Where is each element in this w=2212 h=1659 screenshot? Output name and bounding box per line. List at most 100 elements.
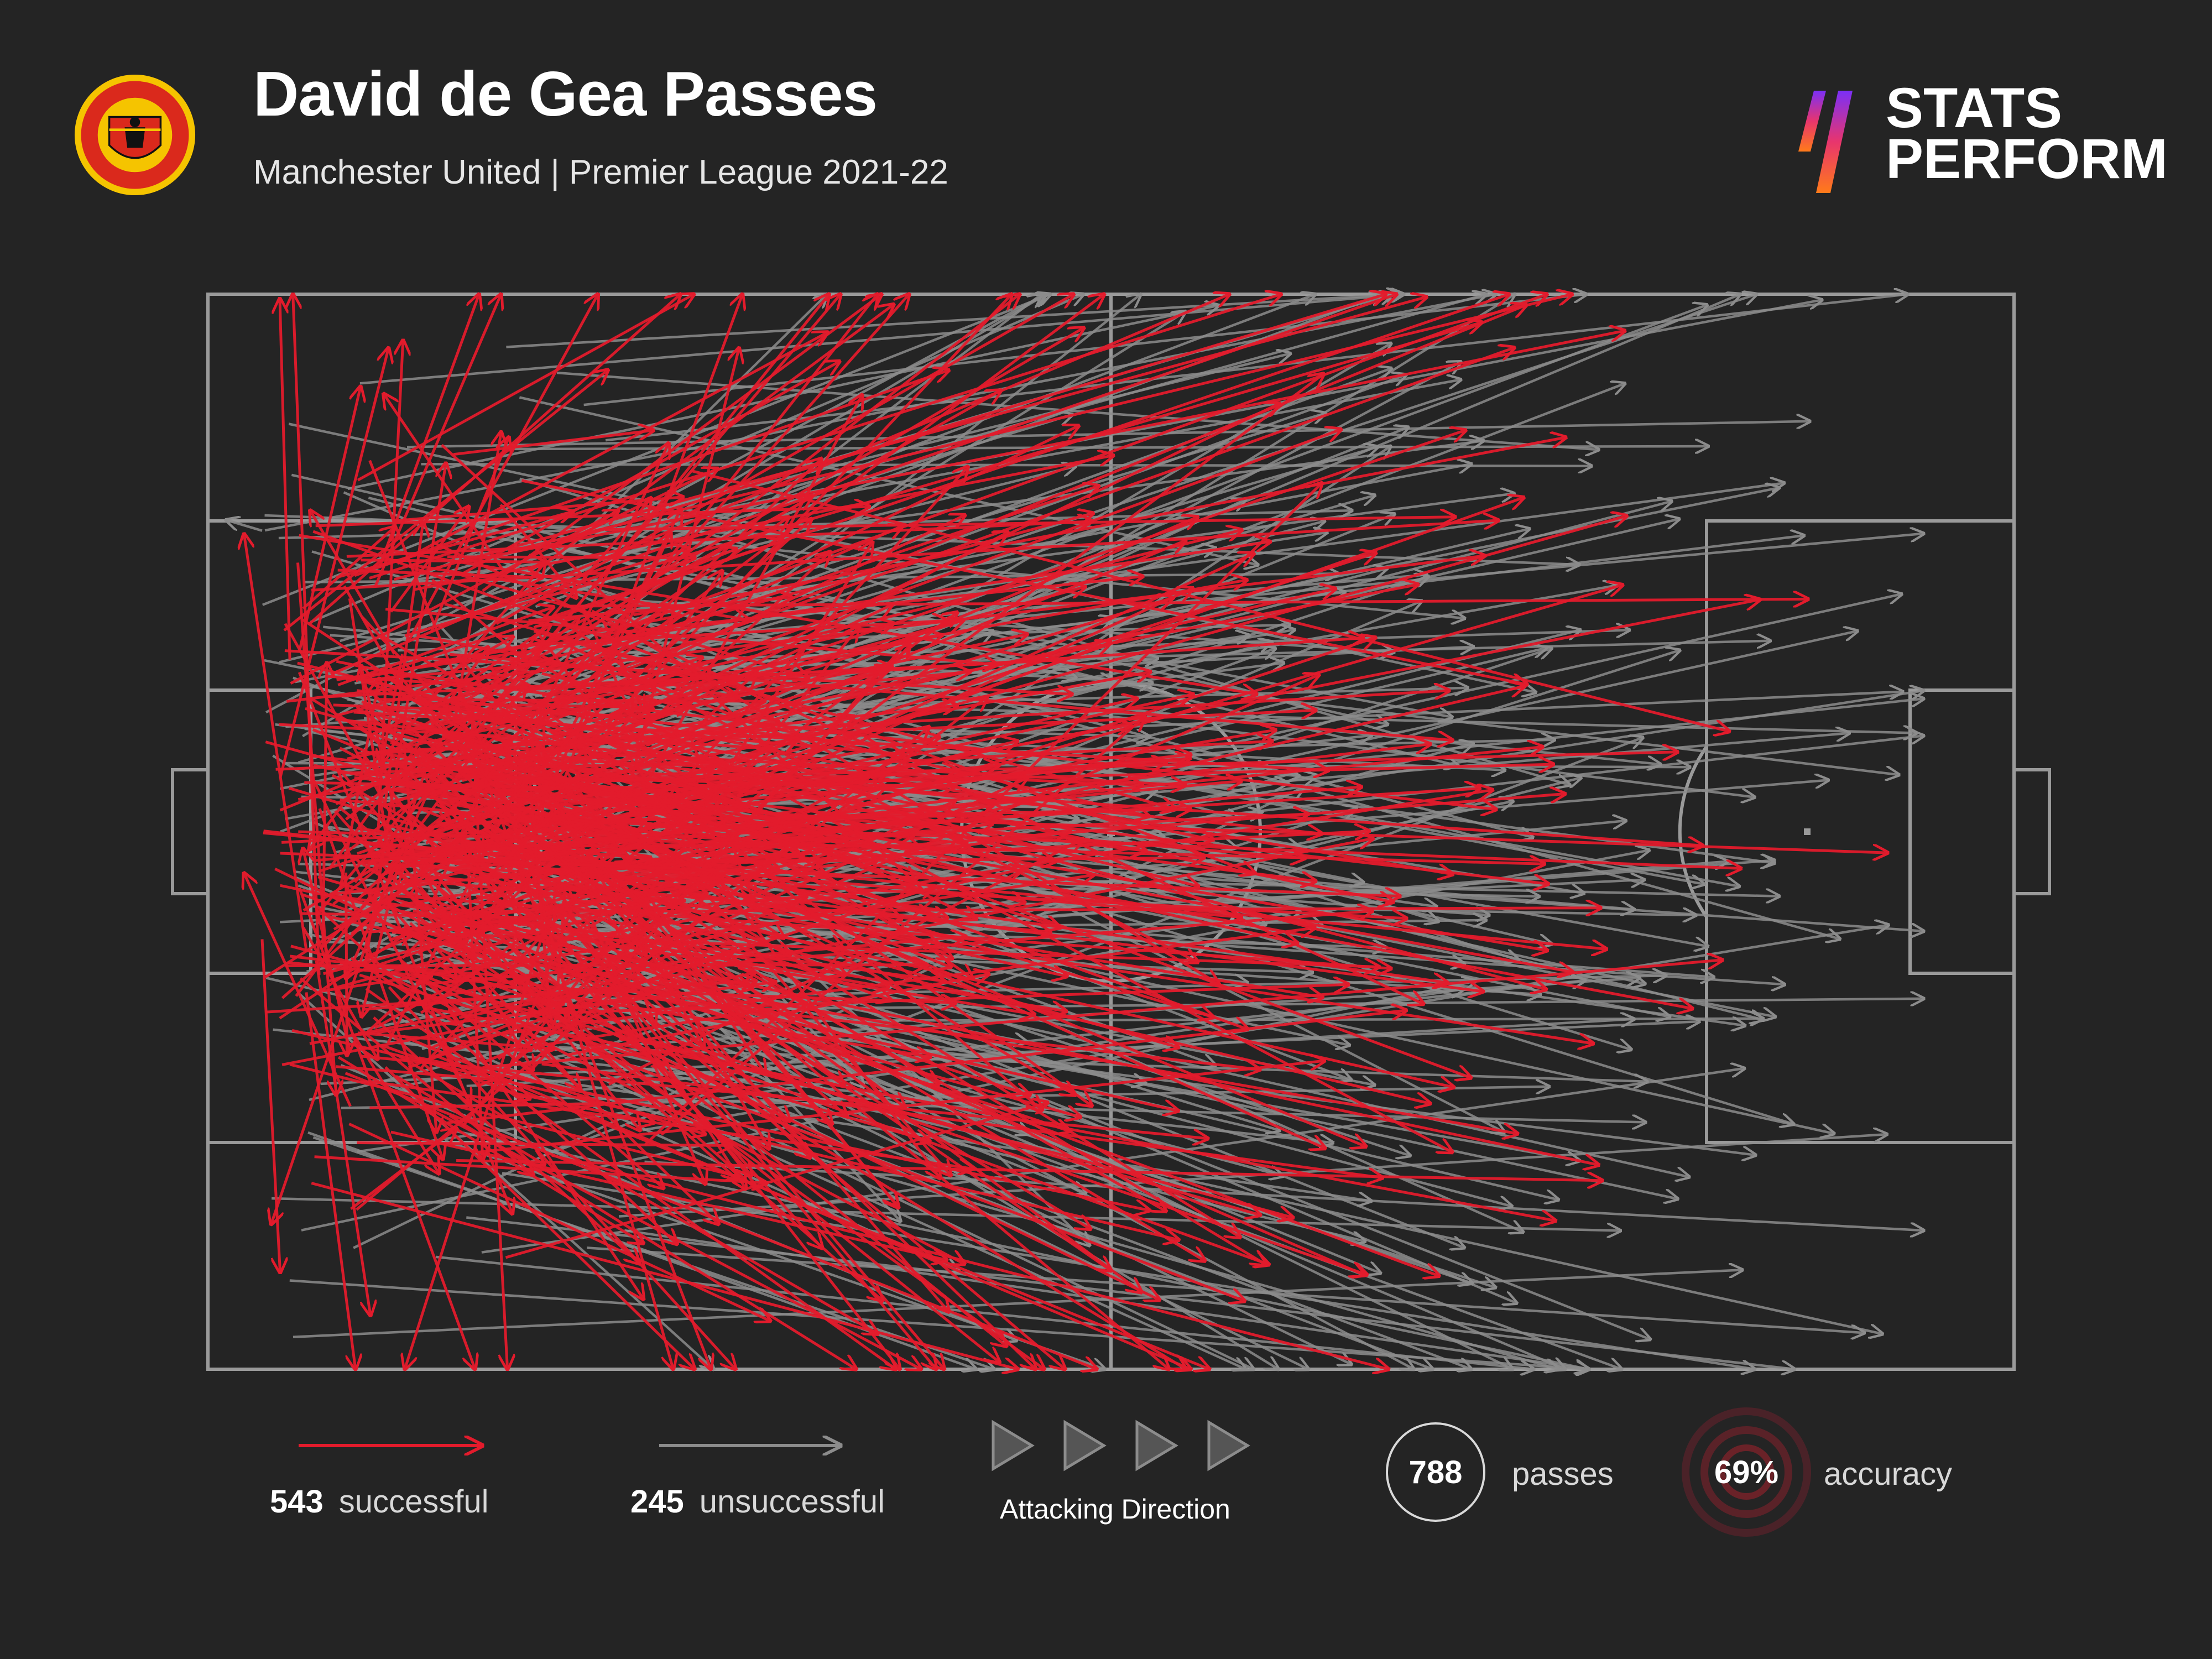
successful-pass-430 <box>345 1072 1097 1369</box>
successful-pass-292 <box>538 294 1509 625</box>
successful-pass-278 <box>354 676 921 890</box>
right-goal <box>2012 768 2051 895</box>
successful-pass-494 <box>335 737 470 806</box>
brand-line-1: STATS <box>1886 76 2063 139</box>
successful-pass-531 <box>553 613 655 691</box>
stats-perform-logo: STATS PERFORM <box>1792 80 2168 194</box>
successful-pass-184 <box>295 889 375 997</box>
successful-pass-288 <box>477 585 1623 917</box>
successful-pass-526 <box>492 729 898 1206</box>
unsuccessful-label: unsuccessful <box>699 1484 885 1520</box>
successful-pass-59 <box>427 1006 1556 1221</box>
successful-pass-89 <box>293 294 321 975</box>
successful-pass-350 <box>409 969 965 1264</box>
attacking-direction-label: Attacking Direction <box>1000 1494 1230 1525</box>
right-penalty-spot <box>1804 828 1811 835</box>
successful-pass-540 <box>401 552 831 959</box>
successful-pass-395 <box>424 625 551 714</box>
right-penalty-box <box>1705 519 2016 1144</box>
successful-pass-517 <box>346 872 347 1056</box>
successful-pass-163 <box>364 962 531 1050</box>
successful-pass-392 <box>318 808 443 1159</box>
unsuccessful-count: 245 <box>630 1484 684 1520</box>
successful-pass-268 <box>337 806 1007 1346</box>
unsuccessful-pass-223 <box>583 294 1587 406</box>
unsuccessful-pass-217 <box>624 1229 1589 1369</box>
successful-pass-515 <box>354 776 687 814</box>
successful-pass-289 <box>322 832 1454 1087</box>
successful-pass-393 <box>346 766 441 978</box>
successful-pass-60 <box>314 1155 767 1183</box>
attacking-direction-arrows <box>992 1420 1250 1472</box>
successful-pass-425 <box>314 764 629 834</box>
successful-pass-sample-2 <box>260 939 280 1272</box>
successful-pass-391 <box>431 540 1423 1004</box>
successful-pass-528 <box>404 548 689 638</box>
successful-pass-239 <box>533 517 789 692</box>
successful-pass-542 <box>535 374 1323 962</box>
successful-pass-sample-5 <box>298 830 1545 864</box>
successful-pass-499 <box>488 1065 706 1134</box>
accuracy-label: accuracy <box>1824 1456 1953 1492</box>
successful-pass-487 <box>546 294 1386 548</box>
passes-value: 788 <box>1386 1422 1485 1522</box>
successful-passes <box>244 294 1887 1369</box>
successful-pass-463 <box>371 773 955 787</box>
successful-pass-347 <box>424 859 640 1131</box>
successful-pass-534 <box>483 828 1205 1261</box>
successful-pass-109 <box>396 1053 878 1334</box>
successful-pass-349 <box>357 294 694 482</box>
successful-pass-236 <box>348 1123 770 1321</box>
successful-pass-249 <box>733 844 1042 1110</box>
unsuccessful-pass-90 <box>502 1172 1755 1369</box>
successful-pass-444 <box>388 986 736 1369</box>
successful-pass-406 <box>536 516 1627 825</box>
successful-pass-33 <box>551 1154 1389 1369</box>
successful-pass-482 <box>361 560 545 562</box>
successful-pass-455 <box>385 608 998 665</box>
successful-pass-66 <box>283 370 608 632</box>
successful-pass-512 <box>369 679 498 737</box>
unsuccessful-pass-163 <box>644 1160 1924 1230</box>
successful-pass-266 <box>298 387 361 650</box>
successful-pass-538 <box>533 443 669 730</box>
successful-pass-492 <box>372 706 904 754</box>
successful-pass-193 <box>578 426 1079 667</box>
successful-pass-514 <box>369 1104 592 1108</box>
successful-pass-516 <box>396 786 723 845</box>
successful-pass-sample-1 <box>279 348 389 779</box>
passes-label: passes <box>1512 1456 1614 1492</box>
successful-pass-502 <box>298 888 476 1369</box>
chart-subtitle: Manchester United | Premier League 2021-… <box>253 153 948 191</box>
successful-pass-448 <box>337 570 542 577</box>
left-goal <box>171 768 210 895</box>
successful-pass-348 <box>394 801 1065 1369</box>
unsuccessful-pass-229 <box>435 1255 1534 1369</box>
successful-pass-530 <box>480 729 578 834</box>
direction-arrow-3-icon <box>1135 1420 1178 1472</box>
successful-pass-82 <box>397 332 828 565</box>
unsuccessful-pass-100 <box>359 294 1404 385</box>
successful-pass-493 <box>616 726 973 979</box>
successful-pass-413 <box>289 1063 739 1177</box>
successful-pass-sample-3 <box>315 960 371 1316</box>
successful-pass-77 <box>448 1114 857 1369</box>
successful-pass-476 <box>505 1103 1048 1259</box>
successful-pass-539 <box>452 404 1280 804</box>
successful-pass-362 <box>357 1143 732 1146</box>
successful-pass-525 <box>363 781 1241 863</box>
successful-pass-398 <box>690 469 1730 732</box>
successful-pass-297 <box>365 987 896 1369</box>
successful-pass-363 <box>494 294 1012 846</box>
successful-pass-434 <box>467 870 483 1160</box>
successful-pass-480 <box>797 758 1191 789</box>
unsuccessful-pass-235 <box>291 473 1387 724</box>
successful-count: 543 <box>270 1484 324 1520</box>
accuracy-rings <box>1682 1407 1811 1537</box>
manchester-united-crest <box>74 74 196 196</box>
successful-pass-524 <box>337 1056 643 1244</box>
successful-pass-522 <box>506 645 1452 1152</box>
successful-pass-541 <box>296 562 336 1095</box>
successful-pass-536 <box>290 945 1293 1218</box>
